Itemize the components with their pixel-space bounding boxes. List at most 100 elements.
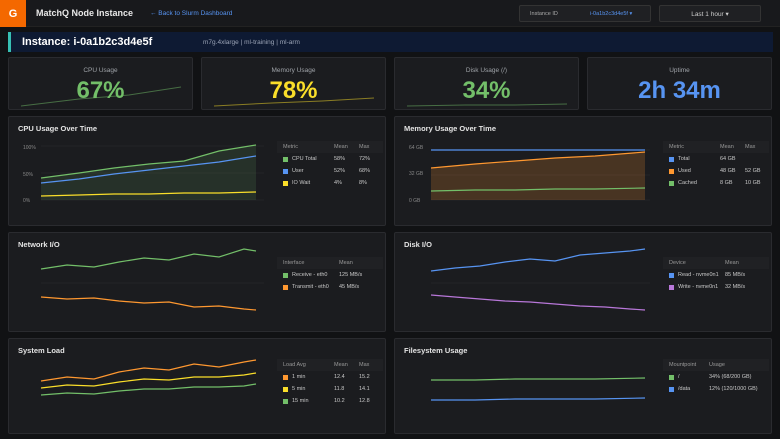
series-swatch [669, 168, 674, 174]
legend-row[interactable]: 15 min 10.2 12.8 [277, 395, 383, 407]
network-io-chart [40, 248, 264, 311]
y-tick: 0% [23, 198, 31, 204]
stat-label: Memory Usage [271, 67, 316, 74]
series-mean: 64 GB [720, 156, 736, 162]
series-mean: 10.2 [334, 398, 345, 404]
series-swatch [283, 180, 288, 186]
series-name: 1 min [292, 374, 306, 380]
legend-row[interactable]: Transmit - eth0 45 MB/s [277, 281, 383, 293]
load-legend: Load Avg Mean Max 1 min 12.4 15.2 5 min 11.8 1… [277, 359, 383, 407]
series-name: 5 min [292, 386, 306, 392]
legend-header: Mean [720, 144, 734, 150]
back-to-slurm-link[interactable]: ← Back to Slurm Dashboard [150, 10, 233, 17]
disk-usage-stat[interactable]: Disk Usage (/) 34% [394, 57, 579, 110]
series-max: 8% [359, 180, 367, 186]
series-usage: 12% (120/1000 GB) [709, 386, 758, 392]
legend-header: Metric [669, 144, 684, 150]
cpu-usage-chart: 100% 50% 0% [23, 144, 264, 204]
disk-write-line [430, 294, 646, 311]
panel-title: Memory Usage Over Time [404, 124, 496, 133]
instance-id-select[interactable]: Instance ID i-0a1b2c3d4e5f ▾ [519, 5, 651, 22]
legend-row[interactable]: Used 48 GB 52 GB [663, 165, 769, 177]
series-name: / [678, 374, 680, 380]
legend-row[interactable]: CPU Total 58% 72% [277, 153, 383, 165]
panel-title: CPU Usage Over Time [18, 124, 98, 133]
panel-title: Disk I/O [404, 240, 432, 249]
series-mean: 85 MB/s [725, 272, 746, 278]
legend-header: Usage [709, 362, 725, 368]
legend-row[interactable]: 1 min 12.4 15.2 [277, 371, 383, 383]
series-max: 68% [359, 168, 371, 174]
fs-data-line [431, 397, 646, 401]
app-logo[interactable]: G [0, 0, 26, 27]
cpu-legend: Metric Mean Max CPU Total 58% 72% User 52% 68%… [277, 141, 383, 189]
time-range-picker[interactable]: Last 1 hour ▾ [659, 5, 761, 22]
uptime-stat[interactable]: Uptime 2h 34m [587, 57, 772, 110]
series-swatch [283, 156, 288, 162]
legend-header: Load Avg [283, 362, 306, 368]
series-swatch [283, 398, 288, 404]
legend-row[interactable]: Cached 8 GB 10 GB [663, 177, 769, 189]
series-mean: 11.8 [334, 386, 345, 392]
panel-title: System Load [18, 346, 65, 355]
series-name: Used [678, 168, 691, 174]
disk-io-panel[interactable]: Disk I/O Device Mean Read - nvme0n1 85 MB/… [394, 232, 772, 332]
series-mean: 12.4 [334, 374, 345, 380]
legend-row[interactable]: /data 12% (120/1000 GB) [663, 383, 769, 395]
legend-row[interactable]: / 34% (68/200 GB) [663, 371, 769, 383]
memory-used-line [430, 151, 646, 169]
legend-header: Max [359, 362, 370, 368]
disk-io-chart [430, 248, 650, 311]
series-max: 10 GB [745, 180, 761, 186]
series-swatch [669, 272, 674, 278]
legend-header: Metric [283, 144, 298, 150]
network-io-panel[interactable]: Network I/O Interface Mean Receive - eth0… [8, 232, 386, 332]
legend-row[interactable]: 5 min 11.8 14.1 [277, 383, 383, 395]
series-swatch [283, 386, 288, 392]
legend-row[interactable]: Receive - eth0 125 MB/s [277, 269, 383, 281]
series-name: /data [678, 386, 691, 392]
series-swatch [669, 180, 674, 186]
system-load-panel[interactable]: System Load Load Avg Mean Max 1 min 12.4 15.… [8, 338, 386, 434]
network-receive-line [40, 248, 257, 270]
y-tick: 64 GB [409, 145, 424, 151]
y-tick: 100% [23, 145, 36, 151]
memory-cached-line [430, 187, 646, 192]
page-title: Instance: i-0a1b2c3d4e5f [22, 36, 153, 48]
legend-header: Mean [334, 362, 348, 368]
series-swatch [669, 156, 674, 162]
series-swatch [283, 272, 288, 278]
cpu-sparkline [20, 86, 182, 107]
series-swatch [669, 386, 674, 392]
memory-sparkline [213, 97, 375, 107]
series-mean: 4% [334, 180, 342, 186]
filesystem-usage-panel[interactable]: Filesystem Usage Mountpoint Usage / 34% (6… [394, 338, 772, 434]
filesystem-usage-chart [431, 377, 646, 401]
cpu-usage-stat[interactable]: CPU Usage 67% [8, 57, 193, 110]
load-1min-line [40, 359, 257, 382]
series-name: IO Wait [292, 180, 311, 186]
disk-legend: Device Mean Read - nvme0n1 85 MB/s Write -… [663, 257, 769, 293]
legend-row[interactable]: Total 64 GB [663, 153, 769, 165]
legend-row[interactable]: User 52% 68% [277, 165, 383, 177]
cpu-total-area [41, 145, 256, 200]
memory-usage-panel[interactable]: Memory Usage Over Time 64 GB 32 GB 0 GB … [394, 116, 772, 226]
network-legend: Interface Mean Receive - eth0 125 MB/s Tra… [277, 257, 383, 293]
series-swatch [283, 284, 288, 290]
legend-row[interactable]: Read - nvme0n1 85 MB/s [663, 269, 769, 281]
cpu-total-line [40, 144, 257, 179]
legend-header: Mean [334, 144, 348, 150]
stat-label: Disk Usage (/) [465, 67, 508, 74]
cpu-usage-panel[interactable]: CPU Usage Over Time 100% 50% 0% Metric Me… [8, 116, 386, 226]
series-name: Total [678, 156, 690, 162]
panel-title: Network I/O [18, 240, 60, 249]
series-name: CPU Total [292, 156, 317, 162]
memory-usage-stat[interactable]: Memory Usage 78% [201, 57, 386, 110]
legend-row[interactable]: Write - nvme0n1 32 MB/s [663, 281, 769, 293]
series-max: 52 GB [745, 168, 761, 174]
series-mean: 52% [334, 168, 346, 174]
stat-label: Uptime [669, 67, 690, 74]
series-name: Transmit - eth0 [292, 284, 329, 290]
cpu-iowait-line [40, 191, 257, 197]
legend-row[interactable]: IO Wait 4% 8% [277, 177, 383, 189]
